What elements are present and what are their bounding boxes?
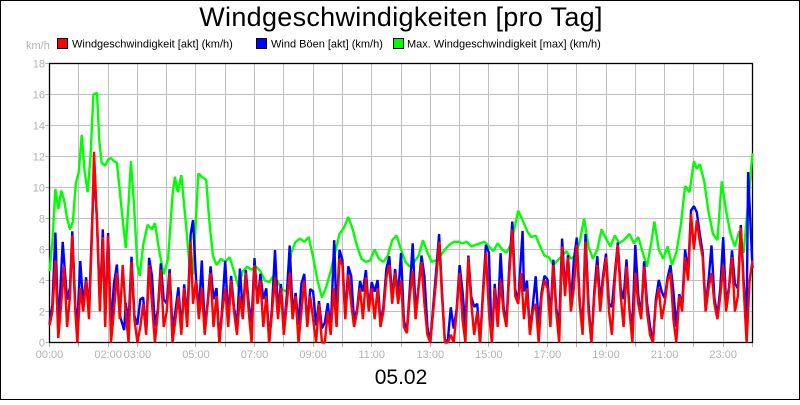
svg-text:16: 16: [33, 90, 45, 102]
svg-text:23:00: 23:00: [709, 349, 737, 361]
svg-text:09:00: 09:00: [299, 349, 327, 361]
svg-text:10: 10: [33, 183, 45, 195]
svg-text:02:00: 02:00: [94, 349, 122, 361]
svg-text:19:00: 19:00: [592, 349, 620, 361]
svg-text:km/h: km/h: [26, 40, 50, 52]
svg-text:21:00: 21:00: [651, 349, 679, 361]
svg-text:2: 2: [39, 307, 45, 319]
svg-text:17:00: 17:00: [534, 349, 562, 361]
svg-text:Max. Windgeschwindigkeit [max]: Max. Windgeschwindigkeit [max] (km/h): [407, 39, 601, 51]
svg-text:00:00: 00:00: [36, 349, 64, 361]
svg-text:Windgeschwindigkeiten [pro Tag: Windgeschwindigkeiten [pro Tag]: [199, 2, 603, 32]
svg-text:4: 4: [39, 276, 45, 288]
svg-text:11:00: 11:00: [358, 349, 385, 361]
svg-text:15:00: 15:00: [475, 349, 503, 361]
svg-text:12: 12: [33, 152, 45, 164]
svg-text:07:00: 07:00: [241, 349, 269, 361]
svg-text:05.02: 05.02: [375, 366, 428, 389]
svg-text:Wind Böen [akt] (km/h): Wind Böen [akt] (km/h): [271, 39, 383, 51]
svg-text:14: 14: [33, 121, 45, 133]
svg-text:18: 18: [33, 59, 45, 71]
svg-text:Windgeschwindigkeit [akt] (km/: Windgeschwindigkeit [akt] (km/h): [72, 39, 233, 51]
svg-text:03:00: 03:00: [124, 349, 152, 361]
svg-text:0: 0: [39, 338, 45, 350]
svg-text:8: 8: [39, 214, 45, 226]
svg-text:05:00: 05:00: [182, 349, 210, 361]
svg-text:6: 6: [39, 245, 45, 257]
svg-text:13:00: 13:00: [417, 349, 445, 361]
